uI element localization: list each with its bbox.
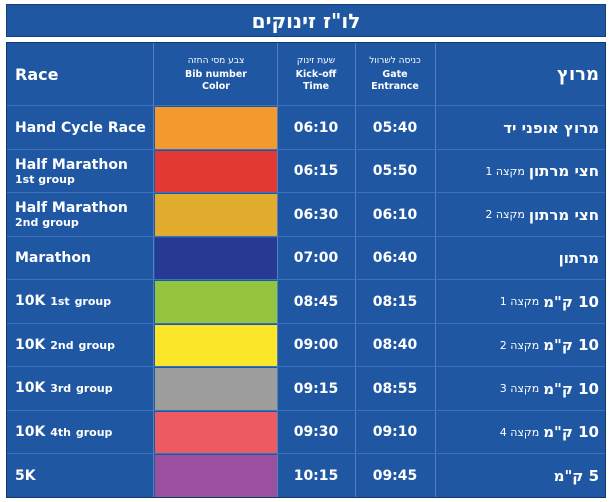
- bib-color-cell: [155, 367, 277, 411]
- race-name-he: חצי מרתון מקצה 1: [485, 162, 599, 181]
- gate-entrance-time: 09:45: [372, 467, 418, 484]
- bib-color-cell: [155, 150, 277, 194]
- kickoff-time: 07:00: [293, 250, 339, 267]
- bib-color-cell: [155, 193, 277, 237]
- race-name-he: מרתון: [558, 249, 599, 268]
- header-bib-color-en2: Color: [202, 81, 230, 92]
- kickoff-time: 06:30: [293, 206, 339, 223]
- race-name: 10K 2nd group: [15, 336, 116, 353]
- race-name-he: 5 ק"מ: [553, 466, 599, 485]
- gate-entrance-time: 06:40: [372, 250, 418, 267]
- header-gate-he: כניסה לשרוול: [369, 56, 421, 66]
- bib-color-swatch: [155, 455, 277, 497]
- table-row: 10K 2nd group 09:00 08:40 10 ק"מ מקצה 2: [7, 322, 605, 368]
- title-banner: לו"ז זינוקים: [0, 0, 612, 38]
- table-row: 10K 4th group 09:30 09:10 10 ק"מ מקצה 4: [7, 409, 605, 455]
- bib-color-swatch: [155, 150, 277, 192]
- race-name: Marathon: [15, 250, 91, 267]
- header-gate: כניסה לשרוול Gate Entrance: [355, 43, 435, 105]
- table-row: 10K 1st group 08:45 08:15 10 ק"מ מקצה 1: [7, 279, 605, 324]
- header-kickoff-en2: Time: [302, 81, 330, 92]
- race-name: 5K: [15, 467, 36, 484]
- kickoff-time: 08:45: [293, 293, 339, 310]
- table-row: Hand Cycle Race 06:10 05:40 מרוץ אופני יד: [7, 105, 605, 150]
- bib-color-cell: [155, 411, 277, 455]
- bib-color-swatch: [155, 368, 277, 410]
- header-gate-en1: Gate: [382, 69, 408, 80]
- gate-entrance-time: 06:10: [372, 206, 418, 223]
- gate-entrance-time: 05:50: [372, 163, 418, 180]
- gate-entrance-time: 05:40: [372, 119, 418, 136]
- table-row: Marathon 07:00 06:40 מרתון: [7, 235, 605, 281]
- race-name: Half Marathon 2nd group: [15, 200, 128, 230]
- bib-color-swatch: [155, 281, 277, 323]
- race-name: Half Marathon 1st group: [15, 156, 128, 186]
- kickoff-time: 09:00: [293, 337, 339, 354]
- bib-color-swatch: [155, 237, 277, 279]
- table-row: 5K 10:15 09:45 5 ק"מ: [7, 453, 605, 498]
- race-name: 10K 3rd group: [15, 380, 113, 397]
- gate-entrance-time: 08:40: [372, 337, 418, 354]
- table-row: 10K 3rd group 09:15 08:55 10 ק"מ מקצה 3: [7, 366, 605, 411]
- header-race: Race: [15, 64, 59, 84]
- table-header-row: Race צבע מסי החזה Bib number Color שעת ז…: [7, 43, 605, 105]
- bib-color-swatch: [155, 411, 277, 453]
- header-kickoff: שעת זינוק Kick-off Time: [277, 43, 355, 105]
- race-name-he: 10 ק"מ מקצה 4: [499, 423, 599, 442]
- kickoff-time: 10:15: [293, 467, 339, 484]
- race-name: 10K 1st group: [15, 293, 112, 310]
- header-kickoff-he: שעת זינוק: [296, 56, 336, 66]
- bib-color-cell: [155, 280, 277, 324]
- gate-entrance-time: 09:10: [372, 424, 418, 441]
- header-bib-color-he: צבע מסי החזה: [187, 56, 245, 66]
- gate-entrance-time: 08:15: [372, 293, 418, 310]
- race-name: 10K 4th group: [15, 423, 113, 440]
- kickoff-time: 06:10: [293, 119, 339, 136]
- column-divider: [153, 43, 154, 497]
- bib-color-cell: [155, 106, 277, 150]
- bib-color-swatch: [155, 194, 277, 236]
- page-title: לו"ז זינוקים: [6, 4, 606, 37]
- header-bib-color: צבע מסי החזה Bib number Color: [155, 43, 277, 105]
- header-kickoff-en1: Kick-off: [295, 69, 337, 80]
- column-divider: [277, 43, 278, 497]
- table-row: Half Marathon 2nd group 06:30 06:10 חצי מרתו…: [7, 192, 605, 237]
- kickoff-time: 09:15: [293, 380, 339, 397]
- race-name-he: 10 ק"מ מקצה 3: [499, 379, 599, 398]
- race-name-he: 10 ק"מ מקצה 1: [499, 292, 599, 311]
- kickoff-time: 06:15: [293, 163, 339, 180]
- bib-color-cell: [155, 324, 277, 368]
- bib-color-swatch: [155, 107, 277, 149]
- bib-color-swatch: [155, 324, 277, 366]
- column-divider: [355, 43, 356, 497]
- race-name-he: חצי מרתון מקצה 2: [485, 205, 599, 224]
- gate-entrance-time: 08:55: [372, 380, 418, 397]
- table-row: Half Marathon 1st group 06:15 05:50 חצי מרתו…: [7, 148, 605, 194]
- header-bib-color-en1: Bib number: [185, 69, 247, 80]
- race-name: Hand Cycle Race: [15, 119, 146, 136]
- bib-color-cell: [155, 454, 277, 498]
- kickoff-time: 09:30: [293, 424, 339, 441]
- bib-color-cell: [155, 237, 277, 281]
- header-gate-en2: Entrance: [371, 81, 419, 92]
- race-name-he: מרוץ אופני יד: [503, 118, 599, 137]
- race-name-he: 10 ק"מ מקצה 2: [499, 336, 599, 355]
- schedule-table: Race צבע מסי החזה Bib number Color שעת ז…: [6, 42, 606, 498]
- header-race-he: מרוץ: [557, 63, 599, 85]
- column-divider: [435, 43, 436, 497]
